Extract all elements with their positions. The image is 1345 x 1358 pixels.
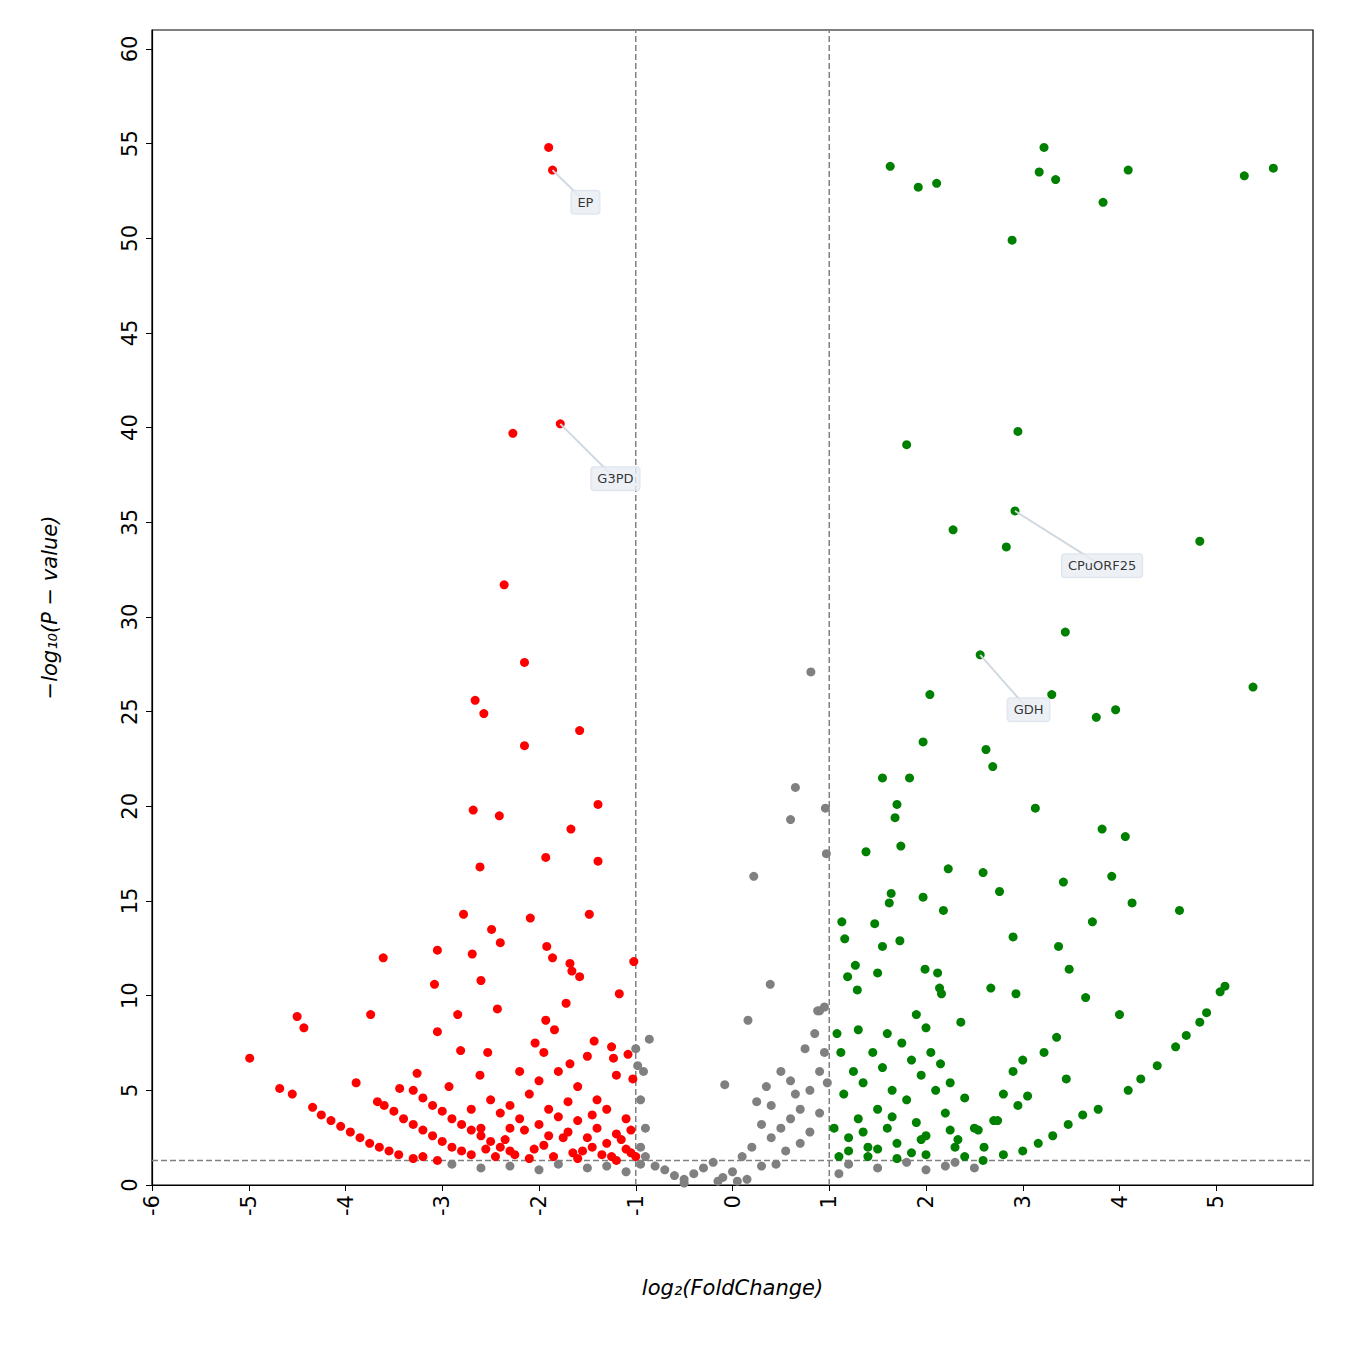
svg-text:45: 45	[118, 320, 142, 347]
svg-text:60: 60	[118, 36, 142, 63]
svg-text:10: 10	[118, 982, 142, 1009]
svg-text:-4: -4	[334, 1195, 358, 1216]
svg-text:-6: -6	[140, 1195, 164, 1216]
svg-text:-1: -1	[624, 1195, 648, 1216]
svg-text:G3PD: G3PD	[597, 471, 633, 486]
svg-text:GDH: GDH	[1014, 702, 1044, 717]
svg-text:25: 25	[118, 698, 142, 725]
svg-text:EP: EP	[577, 195, 593, 210]
svg-text:20: 20	[118, 793, 142, 820]
svg-text:55: 55	[118, 130, 142, 157]
svg-text:5: 5	[118, 1084, 142, 1097]
svg-text:1: 1	[817, 1195, 841, 1208]
svg-text:35: 35	[118, 509, 142, 536]
svg-text:-5: -5	[237, 1195, 261, 1216]
svg-text:3: 3	[1011, 1195, 1035, 1208]
svg-text:-2: -2	[527, 1195, 551, 1216]
svg-text:0: 0	[721, 1195, 745, 1208]
svg-text:0: 0	[118, 1178, 142, 1191]
svg-text:2: 2	[914, 1195, 938, 1208]
svg-text:5: 5	[1204, 1195, 1228, 1208]
svg-text:30: 30	[118, 604, 142, 631]
svg-text:40: 40	[118, 414, 142, 441]
svg-text:log₂(FoldChange): log₂(FoldChange)	[642, 1276, 823, 1300]
svg-text:4: 4	[1108, 1195, 1132, 1208]
svg-text:50: 50	[118, 225, 142, 252]
svg-text:−log₁₀(P − value): −log₁₀(P − value)	[38, 516, 62, 700]
svg-text:CPuORF25: CPuORF25	[1068, 558, 1136, 573]
svg-text:15: 15	[118, 888, 142, 915]
svg-text:-3: -3	[430, 1195, 454, 1216]
